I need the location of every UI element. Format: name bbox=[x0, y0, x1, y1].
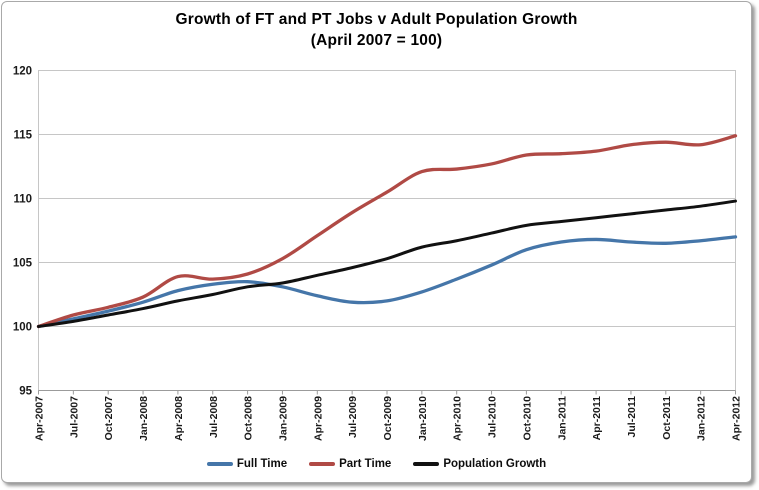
x-axis-label: Jan-2012 bbox=[696, 396, 708, 441]
x-axis-label: Oct-2009 bbox=[382, 396, 394, 441]
x-axis-label: Jul-2009 bbox=[347, 396, 359, 438]
x-axis-label: Apr-2008 bbox=[173, 396, 185, 441]
x-axis-label: Jan-2009 bbox=[277, 396, 289, 441]
x-axis-label: Apr-2012 bbox=[731, 396, 743, 441]
y-axis-label: 120 bbox=[13, 66, 32, 78]
legend-item-full-time: Full Time bbox=[206, 458, 288, 470]
x-axis-label: Jul-2011 bbox=[626, 396, 638, 438]
x-axis-label: Oct-2007 bbox=[103, 396, 115, 441]
x-axis-label: Apr-2011 bbox=[591, 396, 603, 441]
legend-label-population-growth: Population Growth bbox=[443, 458, 547, 470]
legend-label-part-time: Part Time bbox=[339, 458, 392, 470]
legend-item-part-time: Part Time bbox=[309, 458, 391, 470]
x-axis-label: Oct-2011 bbox=[661, 396, 673, 440]
part-time-line-swatch bbox=[309, 462, 336, 466]
x-axis-label: Oct-2010 bbox=[521, 396, 533, 441]
x-axis-label: Jul-2007 bbox=[68, 396, 80, 438]
x-axis-label: Jan-2011 bbox=[556, 396, 568, 441]
legend-item-population-growth: Population Growth bbox=[413, 458, 546, 470]
plot-area: 95 100 105 110 115 120 Apr-2007 Jul-2007 Oct-200… bbox=[13, 66, 743, 441]
x-axis-label: Apr-2010 bbox=[452, 396, 464, 441]
full-time-line-swatch bbox=[206, 462, 233, 466]
chart-subtitle: (April 2007 = 100) bbox=[310, 32, 443, 49]
x-axis-label: Jan-2008 bbox=[138, 396, 150, 441]
x-axis-label: Apr-2007 bbox=[34, 396, 46, 441]
x-axis-label: Jan-2010 bbox=[417, 396, 429, 441]
population-growth-line-swatch bbox=[413, 462, 440, 466]
legend-label-full-time: Full Time bbox=[236, 458, 288, 470]
y-axis-label: 115 bbox=[13, 130, 32, 142]
chart-title-block: Growth of FT and PT Jobs v Adult Populat… bbox=[2, 9, 751, 51]
x-axis-label: Jul-2010 bbox=[487, 396, 499, 438]
y-axis-label: 105 bbox=[13, 258, 33, 270]
x-axis-label: Jul-2008 bbox=[208, 396, 220, 438]
y-axis-label: 100 bbox=[13, 322, 32, 334]
chart-title: Growth of FT and PT Jobs v Adult Populat… bbox=[175, 11, 578, 28]
y-axis-label: 95 bbox=[19, 386, 32, 398]
series-line-part-time bbox=[36, 134, 738, 329]
chart-frame: Growth of FT and PT Jobs v Adult Populat… bbox=[1, 1, 752, 483]
plot-border bbox=[38, 70, 736, 391]
x-axis-label: Apr-2009 bbox=[312, 396, 324, 441]
legend: Full Time Part Time Population Growth bbox=[2, 458, 751, 470]
series-line-population-growth bbox=[37, 199, 737, 328]
series-line-full-time bbox=[36, 235, 738, 329]
x-axis-label: Oct-2008 bbox=[243, 396, 255, 441]
y-axis-label: 110 bbox=[13, 194, 32, 206]
